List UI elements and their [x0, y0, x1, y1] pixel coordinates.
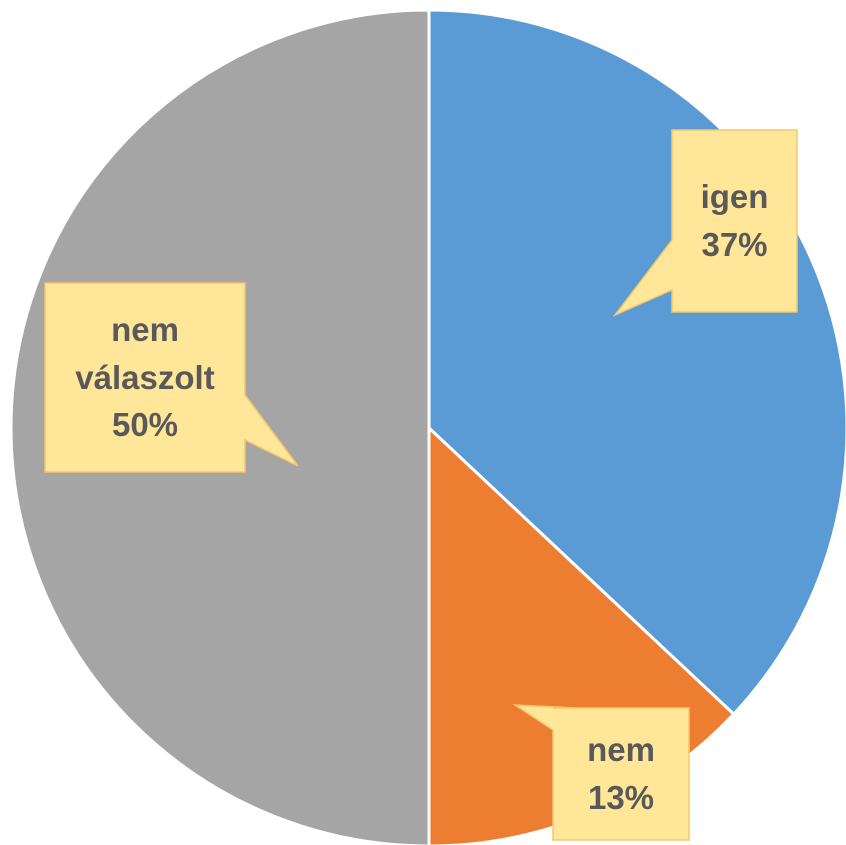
value-label: 13% [587, 779, 655, 816]
value-label: 50% [111, 406, 179, 444]
callout-box [612, 129, 798, 317]
category-label: nem válaszolt [75, 310, 215, 396]
value-label: 37% [701, 226, 768, 263]
category-label: nem [587, 731, 655, 769]
category-label: igen [700, 178, 769, 216]
data-label: igen 37% [672, 130, 797, 312]
callout-box [44, 282, 299, 473]
data-label: nem válaszolt 50% [45, 283, 245, 472]
callout-box [512, 704, 690, 841]
data-label: nem 13% [553, 708, 689, 840]
